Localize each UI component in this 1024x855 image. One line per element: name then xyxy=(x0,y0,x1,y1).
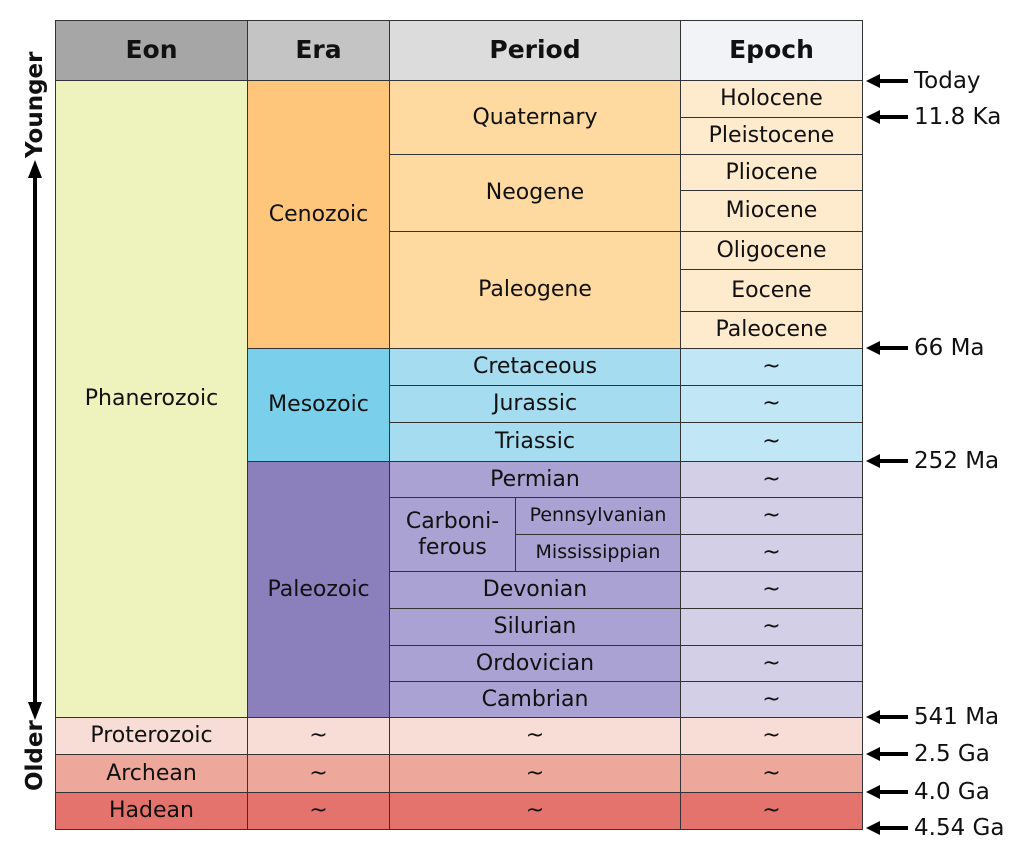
era-archean: ~ xyxy=(247,754,390,793)
younger-label: Younger xyxy=(22,51,48,159)
epoch-cell: ~ xyxy=(680,461,863,498)
boundary-marker: 11.8 Ka xyxy=(866,104,1002,130)
period-devonian: Devonian xyxy=(389,571,681,609)
boundary-marker: 2.5 Ga xyxy=(866,741,990,767)
era-cenozoic: Cenozoic xyxy=(247,80,390,349)
subperiod-pennsylvanian: Pennsylvanian xyxy=(515,497,681,535)
arrow-left-icon xyxy=(866,710,908,724)
boundary-marker: 252 Ma xyxy=(866,448,1000,474)
boundary-marker: 66 Ma xyxy=(866,335,985,361)
epoch-cell: ~ xyxy=(680,385,863,423)
epoch-cell: ~ xyxy=(680,608,863,646)
period-proterozoic: ~ xyxy=(389,717,681,755)
era-hadean: ~ xyxy=(247,792,390,830)
eon-archean: Archean xyxy=(55,754,248,793)
boundary-marker: 541 Ma xyxy=(866,704,1000,730)
period-silurian: Silurian xyxy=(389,608,681,646)
epoch-cell: Paleocene xyxy=(680,311,863,349)
boundary-label: 252 Ma xyxy=(914,448,1000,474)
epoch-cell: ~ xyxy=(680,422,863,462)
boundary-marker: 4.0 Ga xyxy=(866,779,990,805)
epoch-cell: ~ xyxy=(680,497,863,535)
epoch-cell: ~ xyxy=(680,348,863,386)
epoch-cell: ~ xyxy=(680,571,863,609)
period-cambrian: Cambrian xyxy=(389,681,681,718)
epoch-hadean: ~ xyxy=(680,792,863,830)
era-paleozoic: Paleozoic xyxy=(247,461,390,718)
era-proterozoic: ~ xyxy=(247,717,390,755)
period-archean: ~ xyxy=(389,754,681,793)
period-jurassic: Jurassic xyxy=(389,385,681,423)
header-epoch: Epoch xyxy=(680,20,863,81)
period-triassic: Triassic xyxy=(389,422,681,462)
boundary-label: 11.8 Ka xyxy=(914,104,1002,130)
epoch-cell: Holocene xyxy=(680,80,863,118)
period-hadean: ~ xyxy=(389,792,681,830)
epoch-cell: Eocene xyxy=(680,269,863,312)
boundary-label: 541 Ma xyxy=(914,704,1000,730)
arrow-left-icon xyxy=(866,747,908,761)
period-ordovician: Ordovician xyxy=(389,645,681,682)
eon-proterozoic: Proterozoic xyxy=(55,717,248,755)
eon-phanerozoic: Phanerozoic xyxy=(55,80,248,718)
arrow-left-icon xyxy=(866,110,908,124)
header-era: Era xyxy=(247,20,390,81)
boundary-label: 4.0 Ga xyxy=(914,779,990,805)
period-permian: Permian xyxy=(389,461,681,498)
epoch-cell: Pleistocene xyxy=(680,117,863,155)
arrow-left-icon xyxy=(866,454,908,468)
header-eon: Eon xyxy=(55,20,248,81)
time-direction-arrow xyxy=(28,160,42,720)
boundary-label: 4.54 Ga xyxy=(914,815,1005,841)
boundary-label: 2.5 Ga xyxy=(914,741,990,767)
arrow-left-icon xyxy=(866,74,908,88)
boundary-marker: 4.54 Ga xyxy=(866,815,1005,841)
epoch-cell: ~ xyxy=(680,645,863,682)
era-mesozoic: Mesozoic xyxy=(247,348,390,462)
period-carboniferous: Carboni- ferous xyxy=(389,497,516,572)
epoch-cell: ~ xyxy=(680,681,863,718)
epoch-archean: ~ xyxy=(680,754,863,793)
arrow-left-icon xyxy=(866,785,908,799)
boundary-label: Today xyxy=(914,68,981,94)
subperiod-mississippian: Mississippian xyxy=(515,534,681,572)
arrow-left-icon xyxy=(866,341,908,355)
epoch-cell: Oligocene xyxy=(680,231,863,270)
epoch-proterozoic: ~ xyxy=(680,717,863,755)
period-neogene: Neogene xyxy=(389,154,681,232)
period-cretaceous: Cretaceous xyxy=(389,348,681,386)
epoch-cell: Miocene xyxy=(680,190,863,232)
period-quaternary: Quaternary xyxy=(389,80,681,155)
epoch-cell: ~ xyxy=(680,534,863,572)
epoch-cell: Pliocene xyxy=(680,154,863,191)
header-period: Period xyxy=(389,20,681,81)
older-label: Older xyxy=(22,720,48,791)
arrow-left-icon xyxy=(866,821,908,835)
boundary-label: 66 Ma xyxy=(914,335,985,361)
eon-hadean: Hadean xyxy=(55,792,248,830)
period-paleogene: Paleogene xyxy=(389,231,681,349)
boundary-marker: Today xyxy=(866,68,981,94)
